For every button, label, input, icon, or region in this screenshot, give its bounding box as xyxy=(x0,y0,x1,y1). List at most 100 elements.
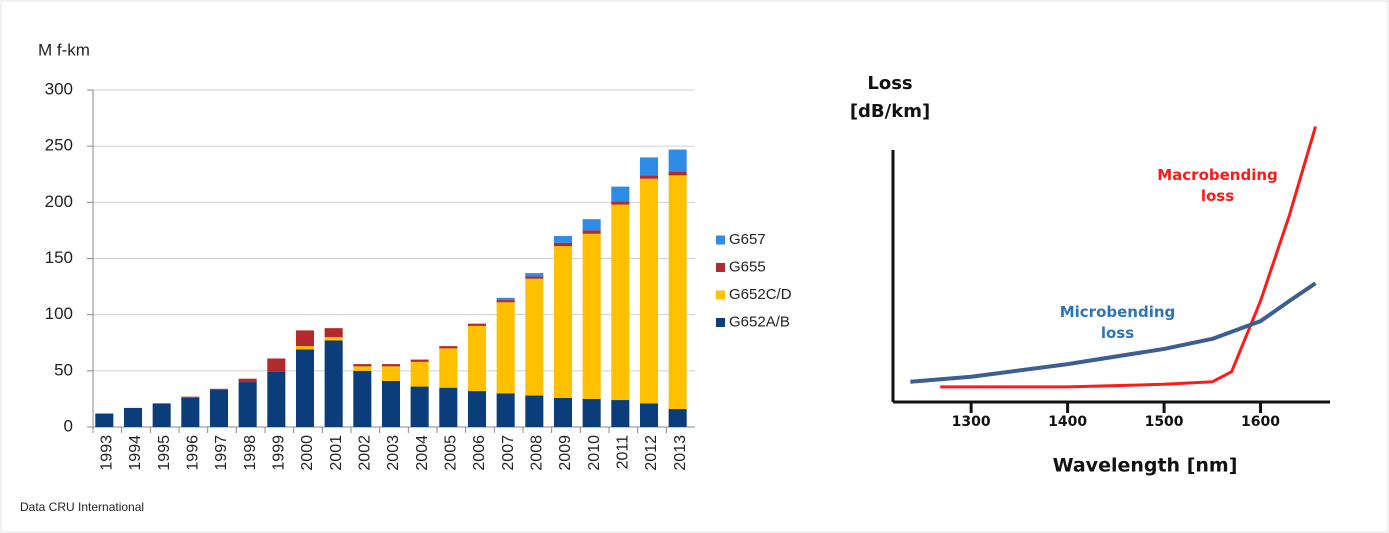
y-axis-title: Loss [dB/km] xyxy=(849,73,931,122)
bar-segment xyxy=(668,175,687,410)
legend-label: G657 xyxy=(729,231,766,248)
bar-segment xyxy=(639,178,659,404)
bar-segment xyxy=(353,364,372,367)
x-tick-label: 2009 xyxy=(557,435,574,471)
line xyxy=(910,281,1317,384)
bar-segment xyxy=(353,370,372,427)
bar-segment xyxy=(553,236,573,243)
x-tick-label: 2010 xyxy=(586,435,603,471)
bar-segment xyxy=(181,396,200,398)
x-tick-label: 2006 xyxy=(471,435,488,471)
x-tick-label: 2012 xyxy=(643,435,660,471)
x-tick-label: 2011 xyxy=(615,435,632,470)
bar-segment xyxy=(639,157,659,176)
series-label: Microbending loss xyxy=(1059,303,1176,342)
bar-segment xyxy=(553,397,573,427)
x-tick-label: 1994 xyxy=(127,435,144,471)
x-axis-title: Wavelength [nm] xyxy=(1053,455,1238,477)
x-tick-label: 1995 xyxy=(156,435,173,471)
y-tick-label: 250 xyxy=(45,136,73,155)
bar-segment xyxy=(467,323,487,326)
bar-segment xyxy=(410,386,429,427)
bar-segment xyxy=(553,246,573,398)
y-tick-label: 0 xyxy=(64,416,73,435)
x-tick-label: 2005 xyxy=(443,435,460,471)
legend-swatch xyxy=(716,263,725,272)
bar-segment xyxy=(324,340,343,427)
bar-segment xyxy=(410,361,429,387)
legend-label: G652C/D xyxy=(729,286,792,303)
line xyxy=(940,126,1317,389)
bar-segment xyxy=(209,389,229,427)
bar-segment xyxy=(582,230,601,234)
bar-segment xyxy=(496,300,515,303)
source-note: Data CRU International xyxy=(20,500,144,514)
bar-segment xyxy=(611,204,630,401)
x-tick-label: 1300 xyxy=(952,414,991,430)
bar-segment xyxy=(181,397,200,427)
x-tick-label: 2013 xyxy=(672,435,689,471)
bar-segment xyxy=(95,413,114,427)
bar-segment xyxy=(123,407,143,427)
bar-segment xyxy=(611,201,630,205)
x-tick-label: 1600 xyxy=(1241,414,1280,430)
x-tick-label: 2003 xyxy=(385,435,402,471)
bar-segment xyxy=(582,398,601,427)
x-tick-label: 1999 xyxy=(271,435,288,471)
bar-segment xyxy=(467,325,487,392)
x-tick-label: 1997 xyxy=(213,435,230,471)
x-tick-label: 2004 xyxy=(414,435,431,471)
bar-segment xyxy=(152,403,171,427)
bar-segment xyxy=(410,359,429,362)
x-tick-label: 2001 xyxy=(328,435,345,471)
bar-segment xyxy=(439,387,458,427)
bar-segment xyxy=(525,395,544,427)
x-tick-label: 2008 xyxy=(529,435,546,471)
bar-segment xyxy=(496,393,515,427)
bar-segment xyxy=(553,242,573,247)
bar-segment xyxy=(525,278,544,396)
bar-segment xyxy=(668,409,687,427)
bar-segment xyxy=(209,388,229,390)
bar-segment xyxy=(496,302,515,394)
bar-segment xyxy=(324,337,343,341)
bar-segment xyxy=(611,400,630,427)
legend-label: G655 xyxy=(729,258,766,275)
y-tick-label: 300 xyxy=(45,79,73,98)
bar-segment xyxy=(525,276,544,279)
bar-segment xyxy=(238,382,257,427)
bar-segment xyxy=(668,149,687,173)
y-tick-label: 200 xyxy=(45,192,73,211)
x-tick-label: 2002 xyxy=(357,435,374,471)
legend-swatch xyxy=(716,235,725,245)
bar-segment xyxy=(611,186,630,202)
bar-segment xyxy=(353,366,372,371)
bar-segment xyxy=(582,219,601,231)
y-tick-label: 50 xyxy=(54,360,73,379)
bar-segment xyxy=(496,297,515,301)
bar-segment xyxy=(381,364,401,367)
bar-segment xyxy=(639,403,659,427)
x-tick-label: 1998 xyxy=(242,435,259,471)
series-label: Macrobending loss xyxy=(1157,166,1278,205)
bar-segment xyxy=(295,349,315,427)
y-tick-label: 100 xyxy=(45,304,73,323)
bar-segment xyxy=(582,233,601,399)
x-tick-label: 2007 xyxy=(500,435,517,471)
x-tick-label: 1400 xyxy=(1048,414,1087,430)
legend-swatch xyxy=(716,318,725,327)
bar-segment xyxy=(295,346,315,350)
bar-segment xyxy=(267,371,286,427)
y-tick-label: 150 xyxy=(45,248,73,267)
bar-segment xyxy=(381,380,401,427)
bar-segment xyxy=(295,330,315,347)
bar-segment xyxy=(668,172,687,176)
bar-segment xyxy=(467,391,487,427)
bar-segment xyxy=(439,346,458,349)
legend-label: G652A/B xyxy=(729,313,790,330)
x-tick-label: 1996 xyxy=(185,435,202,471)
y-axis-title: M f-km xyxy=(38,40,90,59)
